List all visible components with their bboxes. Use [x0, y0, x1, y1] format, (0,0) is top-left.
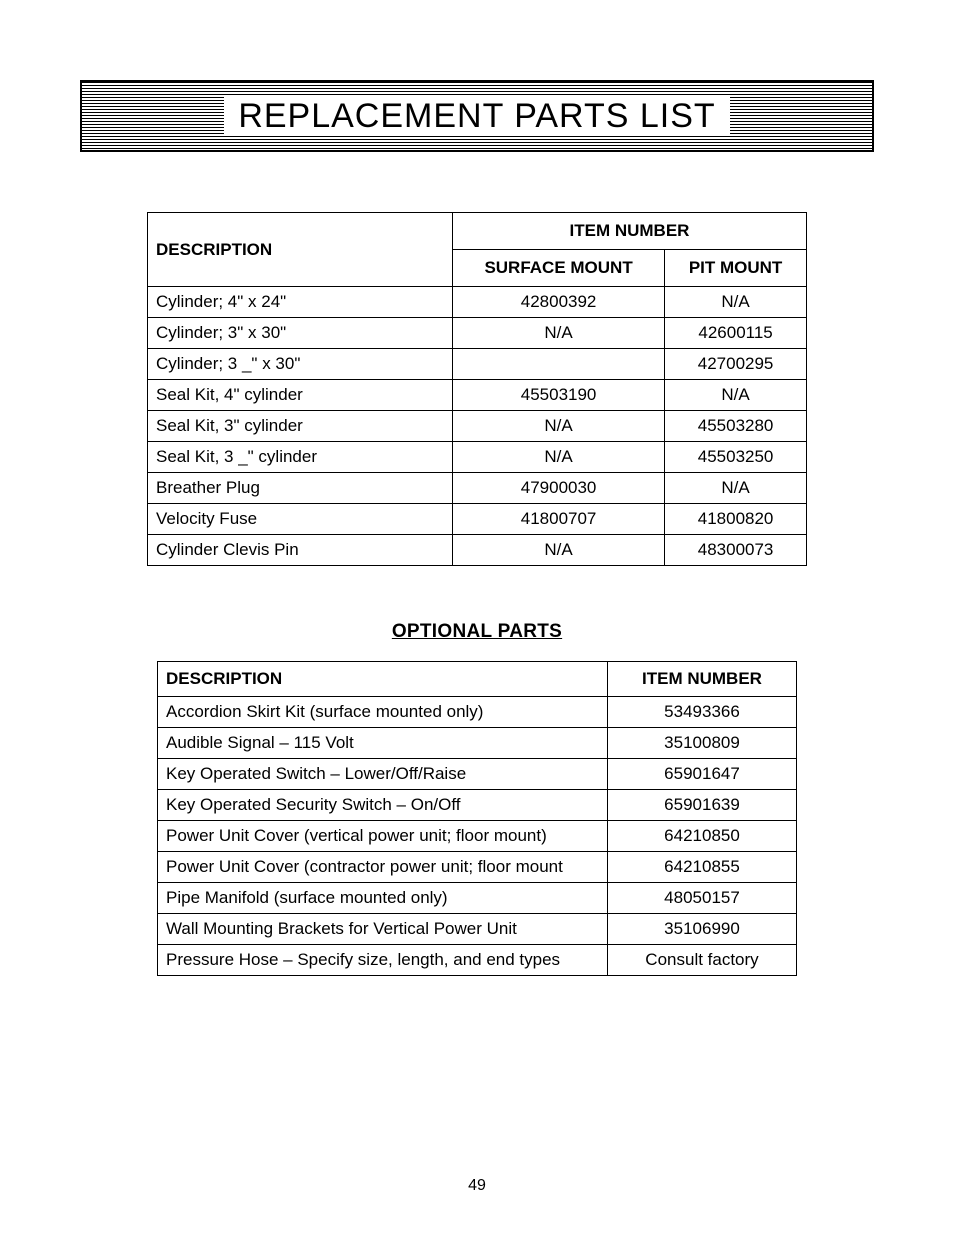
cell-description: Key Operated Security Switch – On/Off [158, 790, 608, 821]
table-row: Audible Signal – 115 Volt35100809 [158, 728, 797, 759]
cell-item-number: 53493366 [608, 697, 797, 728]
cell-pit-mount: 45503250 [665, 442, 807, 473]
cell-surface-mount: N/A [453, 411, 665, 442]
table-row: Wall Mounting Brackets for Vertical Powe… [158, 914, 797, 945]
cell-description: Cylinder Clevis Pin [148, 535, 453, 566]
cell-pit-mount: 48300073 [665, 535, 807, 566]
document-page: REPLACEMENT PARTS LIST DESCRIPTION ITEM … [0, 0, 954, 1235]
cell-description: Wall Mounting Brackets for Vertical Powe… [158, 914, 608, 945]
cell-description: Key Operated Switch – Lower/Off/Raise [158, 759, 608, 790]
cell-description: Seal Kit, 4" cylinder [148, 380, 453, 411]
cell-pit-mount: N/A [665, 380, 807, 411]
cell-description: Velocity Fuse [148, 504, 453, 535]
table1-header-pit-mount: PIT MOUNT [665, 250, 807, 287]
cell-item-number: 35106990 [608, 914, 797, 945]
table1-header-surface-mount: SURFACE MOUNT [453, 250, 665, 287]
cell-surface-mount: 41800707 [453, 504, 665, 535]
table2-header-item-number: ITEM NUMBER [608, 662, 797, 697]
table1-header-item-number: ITEM NUMBER [453, 213, 807, 250]
table-row: Power Unit Cover (vertical power unit; f… [158, 821, 797, 852]
title-banner: REPLACEMENT PARTS LIST [80, 80, 874, 152]
cell-description: Cylinder; 4" x 24" [148, 287, 453, 318]
cell-surface-mount: 45503190 [453, 380, 665, 411]
page-number: 49 [0, 1177, 954, 1195]
cell-description: Breather Plug [148, 473, 453, 504]
table-row: Cylinder; 3" x 30"N/A42600115 [148, 318, 807, 349]
table-row: Power Unit Cover (contractor power unit;… [158, 852, 797, 883]
cell-pit-mount: N/A [665, 473, 807, 504]
cell-item-number: 48050157 [608, 883, 797, 914]
cell-surface-mount: 47900030 [453, 473, 665, 504]
table-row: Seal Kit, 3 _" cylinderN/A45503250 [148, 442, 807, 473]
table-row: Accordion Skirt Kit (surface mounted onl… [158, 697, 797, 728]
optional-parts-heading: OPTIONAL PARTS [80, 621, 874, 643]
cell-pit-mount: 42600115 [665, 318, 807, 349]
cell-surface-mount: N/A [453, 318, 665, 349]
cell-description: Seal Kit, 3 _" cylinder [148, 442, 453, 473]
cell-pit-mount: 42700295 [665, 349, 807, 380]
cell-surface-mount: 42800392 [453, 287, 665, 318]
cell-description: Cylinder; 3" x 30" [148, 318, 453, 349]
cell-item-number: 35100809 [608, 728, 797, 759]
table-row: Pressure Hose – Specify size, length, an… [158, 945, 797, 976]
table-row: Seal Kit, 3" cylinderN/A45503280 [148, 411, 807, 442]
table-row: Pipe Manifold (surface mounted only)4805… [158, 883, 797, 914]
table-row: Cylinder; 4" x 24"42800392N/A [148, 287, 807, 318]
cell-description: Power Unit Cover (vertical power unit; f… [158, 821, 608, 852]
cell-item-number: 65901647 [608, 759, 797, 790]
table-row: Breather Plug47900030N/A [148, 473, 807, 504]
table-row: Cylinder Clevis PinN/A48300073 [148, 535, 807, 566]
cell-description: Power Unit Cover (contractor power unit;… [158, 852, 608, 883]
cell-item-number: Consult factory [608, 945, 797, 976]
cell-surface-mount: N/A [453, 535, 665, 566]
cell-description: Pipe Manifold (surface mounted only) [158, 883, 608, 914]
table1-body: Cylinder; 4" x 24"42800392N/ACylinder; 3… [148, 287, 807, 566]
table-row: Cylinder; 3 _" x 30" 42700295 [148, 349, 807, 380]
cell-description: Cylinder; 3 _" x 30" [148, 349, 453, 380]
cell-description: Accordion Skirt Kit (surface mounted onl… [158, 697, 608, 728]
cell-description: Audible Signal – 115 Volt [158, 728, 608, 759]
page-title: REPLACEMENT PARTS LIST [224, 97, 729, 136]
cell-pit-mount: N/A [665, 287, 807, 318]
cell-description: Pressure Hose – Specify size, length, an… [158, 945, 608, 976]
optional-parts-table: DESCRIPTION ITEM NUMBER Accordion Skirt … [157, 661, 797, 976]
cell-pit-mount: 41800820 [665, 504, 807, 535]
cell-item-number: 64210850 [608, 821, 797, 852]
table1-header-description: DESCRIPTION [148, 213, 453, 287]
table-row: Key Operated Security Switch – On/Off659… [158, 790, 797, 821]
table-row: Velocity Fuse4180070741800820 [148, 504, 807, 535]
cell-description: Seal Kit, 3" cylinder [148, 411, 453, 442]
table-row: Key Operated Switch – Lower/Off/Raise659… [158, 759, 797, 790]
replacement-parts-table: DESCRIPTION ITEM NUMBER SURFACE MOUNT PI… [147, 212, 807, 566]
cell-pit-mount: 45503280 [665, 411, 807, 442]
table2-body: Accordion Skirt Kit (surface mounted onl… [158, 697, 797, 976]
cell-item-number: 64210855 [608, 852, 797, 883]
table-row: Seal Kit, 4" cylinder45503190N/A [148, 380, 807, 411]
table2-header-description: DESCRIPTION [158, 662, 608, 697]
cell-item-number: 65901639 [608, 790, 797, 821]
cell-surface-mount: N/A [453, 442, 665, 473]
cell-surface-mount [453, 349, 665, 380]
